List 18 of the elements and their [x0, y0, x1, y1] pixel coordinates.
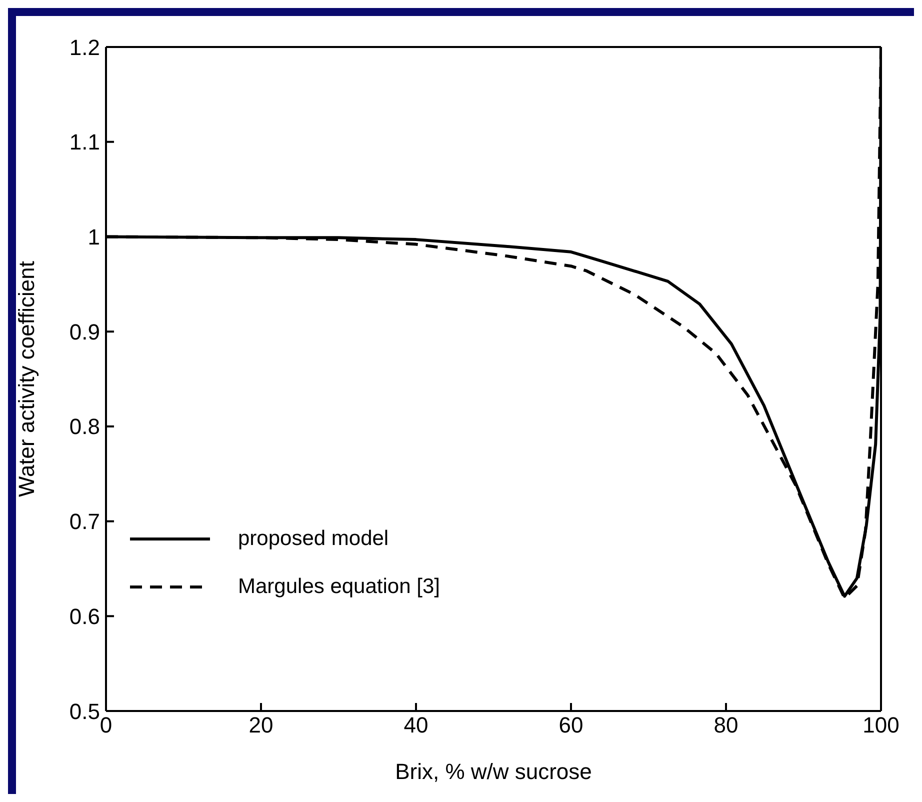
y-tick-label: 1.1: [69, 130, 100, 155]
y-axis-title: Water activity coefficient: [14, 261, 39, 497]
x-tick-label: 80: [714, 712, 738, 738]
legend-label: Margules equation [3]: [238, 575, 440, 599]
legend-label: proposed model: [238, 527, 389, 551]
y-tick-label: 0.8: [69, 414, 100, 440]
y-tick-label: 0.5: [69, 698, 100, 724]
x-tick-label: 40: [404, 712, 428, 738]
y-tick-label: 0.7: [69, 509, 100, 534]
x-axis-title: Brix, % w/w sucrose: [395, 759, 592, 784]
y-tick-label: 1.2: [69, 34, 100, 60]
x-tick-label: 0: [100, 712, 112, 738]
y-tick-label: 1: [88, 224, 100, 250]
x-tick-label: 60: [558, 712, 584, 738]
x-tick-label: 20: [248, 712, 274, 738]
y-tick-label: 0.9: [69, 319, 100, 344]
y-tick-label: 0.6: [69, 604, 100, 629]
x-tick-label: 100: [862, 712, 900, 738]
